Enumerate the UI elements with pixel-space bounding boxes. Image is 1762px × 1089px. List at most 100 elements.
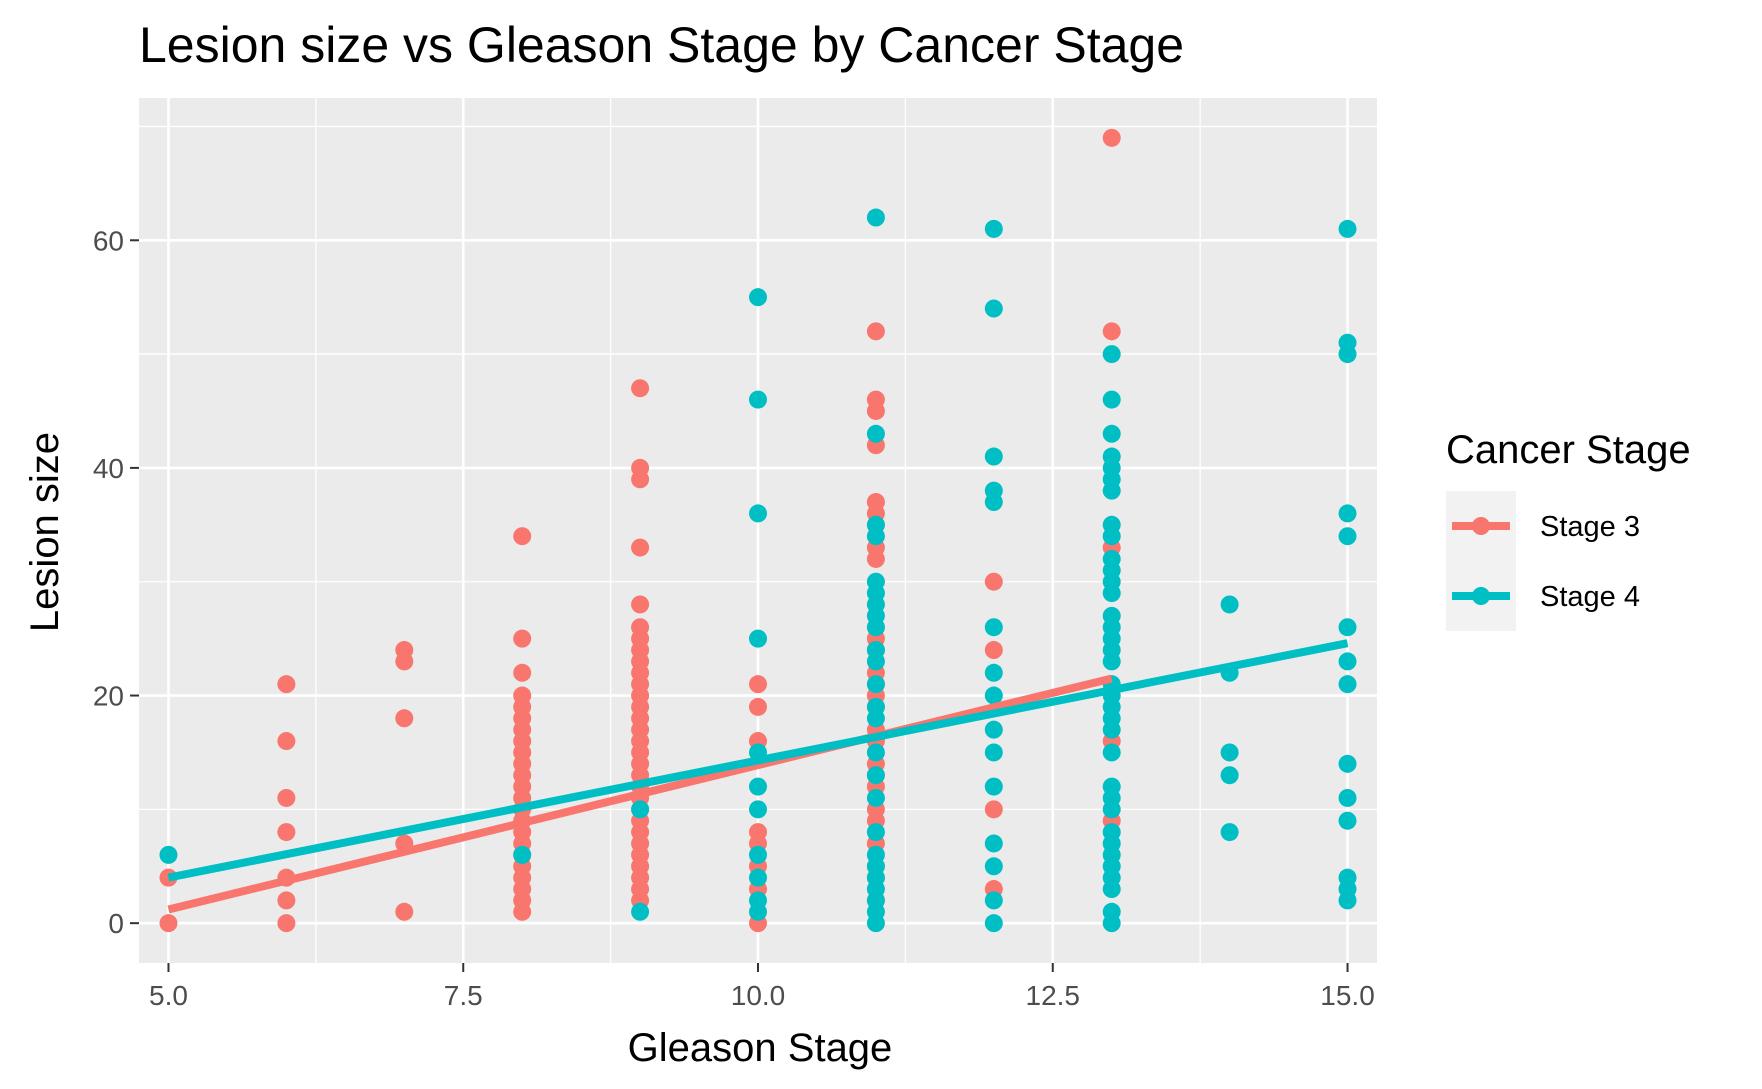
data-point bbox=[866, 208, 885, 227]
data-point bbox=[749, 504, 767, 523]
data-point bbox=[513, 845, 532, 864]
data-point bbox=[866, 641, 885, 660]
x-tick-label: 15.0 bbox=[1320, 980, 1375, 1011]
data-point bbox=[1102, 777, 1121, 796]
data-point bbox=[1102, 515, 1121, 534]
data-point bbox=[631, 595, 650, 614]
data-point bbox=[395, 641, 414, 660]
legend-label: Stage 3 bbox=[1540, 511, 1640, 543]
data-point bbox=[866, 743, 885, 762]
legend-key-point bbox=[1472, 587, 1490, 605]
data-point bbox=[866, 788, 885, 807]
data-point bbox=[1102, 902, 1121, 921]
data-point bbox=[866, 823, 885, 842]
legend-key-point bbox=[1472, 517, 1490, 535]
y-tick-label: 60 bbox=[93, 225, 124, 256]
data-point bbox=[1338, 868, 1357, 887]
data-point bbox=[631, 902, 650, 921]
data-point bbox=[984, 447, 1003, 466]
y-axis-title: Lesion size bbox=[23, 432, 67, 632]
data-point bbox=[1338, 652, 1357, 671]
legend-title: Cancer Stage bbox=[1446, 428, 1691, 472]
data-point bbox=[513, 629, 532, 648]
data-point bbox=[277, 823, 296, 842]
data-point bbox=[749, 675, 767, 694]
data-point bbox=[984, 777, 1003, 796]
data-point bbox=[395, 709, 414, 728]
data-point bbox=[1338, 219, 1357, 238]
data-point bbox=[513, 527, 532, 546]
data-point bbox=[1102, 823, 1121, 842]
data-point bbox=[866, 322, 885, 341]
series-stage-4 bbox=[159, 208, 1357, 933]
data-point bbox=[749, 823, 767, 842]
data-point bbox=[984, 663, 1003, 682]
data-point bbox=[1220, 766, 1239, 785]
data-point bbox=[1102, 345, 1121, 364]
data-point bbox=[159, 914, 178, 933]
legend-label: Stage 4 bbox=[1540, 581, 1640, 613]
data-point bbox=[1220, 743, 1239, 762]
data-point bbox=[513, 686, 532, 705]
data-point bbox=[984, 686, 1003, 705]
x-tick-label: 10.0 bbox=[731, 980, 786, 1011]
x-axis: 5.0 7.5 10.0 12.5 15.0 bbox=[149, 963, 1375, 1011]
data-point bbox=[1220, 595, 1239, 614]
data-point bbox=[984, 834, 1003, 853]
data-point bbox=[749, 777, 767, 796]
plot-area bbox=[139, 98, 1377, 963]
legend: Cancer Stage Stage 3 Stage 4 bbox=[1446, 428, 1691, 631]
data-point bbox=[866, 675, 885, 694]
data-point bbox=[1102, 743, 1121, 762]
data-point bbox=[513, 663, 532, 682]
x-tick-label: 7.5 bbox=[444, 980, 483, 1011]
data-point bbox=[277, 914, 296, 933]
data-point bbox=[866, 515, 885, 534]
trend-line-stage-3 bbox=[167, 674, 1113, 914]
data-point bbox=[984, 720, 1003, 739]
chart-title: Lesion size vs Gleason Stage by Cancer S… bbox=[139, 17, 1184, 73]
data-point bbox=[631, 618, 650, 637]
data-point bbox=[984, 299, 1003, 318]
data-point bbox=[749, 697, 767, 716]
x-axis-title: Gleason Stage bbox=[628, 1026, 893, 1070]
data-point bbox=[749, 891, 767, 910]
data-point bbox=[159, 845, 178, 864]
data-point bbox=[1338, 618, 1357, 637]
y-tick-label: 20 bbox=[93, 681, 124, 712]
data-point bbox=[984, 800, 1003, 819]
y-tick-label: 0 bbox=[108, 908, 124, 939]
data-point bbox=[1102, 447, 1121, 466]
data-point bbox=[631, 800, 650, 819]
data-point bbox=[866, 766, 885, 785]
data-point bbox=[984, 481, 1003, 500]
data-point bbox=[749, 868, 767, 887]
data-point bbox=[866, 845, 885, 864]
data-point bbox=[1102, 128, 1121, 147]
data-point bbox=[749, 845, 767, 864]
data-point bbox=[395, 902, 414, 921]
data-point bbox=[1102, 606, 1121, 625]
data-point bbox=[1102, 390, 1121, 409]
data-point bbox=[1220, 823, 1239, 842]
data-point bbox=[866, 572, 885, 591]
data-point bbox=[984, 618, 1003, 637]
data-point bbox=[1338, 754, 1357, 773]
data-point bbox=[631, 379, 650, 398]
data-point bbox=[749, 288, 767, 307]
x-tick-label: 5.0 bbox=[149, 980, 188, 1011]
y-axis: 0 20 40 60 bbox=[93, 225, 139, 939]
data-point bbox=[1338, 811, 1357, 830]
x-tick-label: 12.5 bbox=[1026, 980, 1081, 1011]
data-point bbox=[1338, 333, 1357, 352]
data-point bbox=[631, 538, 650, 557]
data-point bbox=[984, 914, 1003, 933]
y-tick-label: 40 bbox=[93, 453, 124, 484]
data-point bbox=[866, 493, 885, 512]
data-point bbox=[1102, 549, 1121, 568]
data-point bbox=[277, 675, 296, 694]
data-point bbox=[277, 732, 296, 751]
data-point bbox=[984, 219, 1003, 238]
data-point bbox=[1338, 788, 1357, 807]
